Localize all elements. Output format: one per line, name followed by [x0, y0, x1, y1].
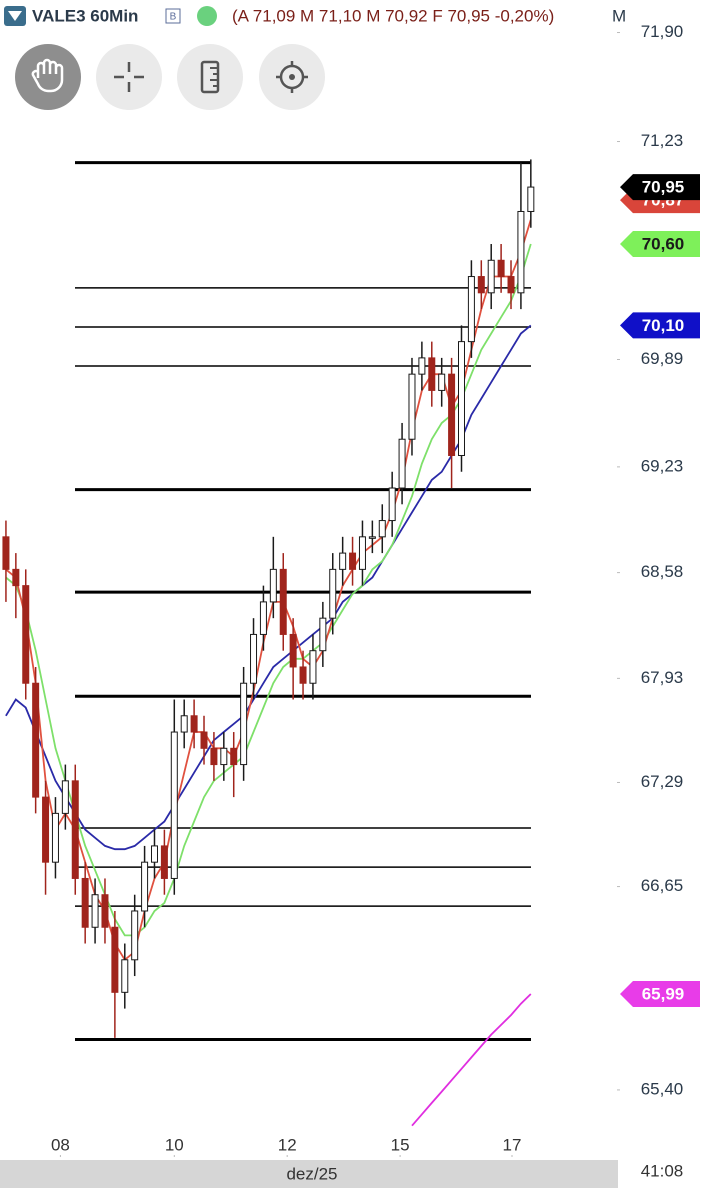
x-axis-bar: [0, 1160, 618, 1188]
candle-body: [240, 682, 248, 766]
ma-line: [5, 243, 532, 937]
logo[interactable]: [4, 6, 26, 26]
candle-body: [467, 276, 475, 343]
candle-body: [91, 894, 99, 928]
x-tick-label: 12: [278, 1135, 297, 1154]
status-dot: [197, 6, 217, 26]
price-tag-label: 70,60: [642, 234, 685, 253]
symbol[interactable]: VALE3 60Min: [32, 6, 138, 25]
candle-body: [170, 731, 178, 879]
candle-body: [210, 747, 218, 766]
candle-body: [81, 877, 89, 928]
candle-body: [299, 666, 307, 684]
quote: (A 71,09 M 71,10 M 70,92 F 70,95 -0,20%): [232, 6, 554, 25]
candle-body: [477, 276, 485, 294]
tool-ruler[interactable]: [177, 44, 243, 110]
y-tick-label: 67,29: [641, 772, 684, 791]
candle-body: [428, 357, 436, 391]
candle-body: [141, 861, 149, 912]
candle-body: [51, 812, 59, 863]
candle-body: [497, 259, 505, 278]
candle-body: [131, 910, 139, 961]
candle-body: [121, 959, 129, 993]
y-tick-label: 69,89: [641, 349, 684, 368]
candle-body: [339, 552, 347, 570]
candle-body: [220, 747, 228, 766]
price-tag: [620, 231, 700, 258]
badge[interactable]: B: [170, 12, 177, 23]
x-tick-label: 15: [391, 1135, 410, 1154]
candle-body: [190, 715, 198, 733]
candle-body: [42, 796, 50, 863]
y-tick-label: 71,90: [641, 22, 684, 41]
x-tick-label: 08: [51, 1135, 70, 1154]
candle-body: [101, 894, 109, 928]
y-tick-label: 68,58: [641, 562, 684, 581]
candle-body: [408, 373, 416, 440]
candle-body: [448, 373, 456, 456]
tool-pan[interactable]: [15, 44, 81, 110]
countdown: 41:08: [641, 1161, 684, 1180]
candle-body: [22, 585, 30, 684]
candle-body: [438, 373, 446, 391]
candle-body: [309, 650, 317, 684]
candle-body: [329, 568, 337, 619]
candle-body: [289, 633, 297, 668]
ma-line: [5, 324, 532, 851]
plot: [2, 159, 535, 1127]
candle-body: [457, 341, 465, 456]
x-axis-title: dez/25: [286, 1164, 337, 1183]
candle-body: [200, 731, 208, 749]
candle-body: [378, 520, 386, 538]
candle-body: [32, 682, 40, 798]
candle-body: [150, 845, 158, 863]
candle-body: [2, 536, 10, 570]
y-tick-label: 66,65: [641, 876, 684, 895]
x-tick-label: 10: [165, 1135, 184, 1154]
candle-body: [71, 780, 79, 879]
ma-line: [5, 219, 532, 962]
candle-body: [507, 276, 515, 294]
candle-body: [368, 536, 376, 539]
candle-body: [487, 259, 495, 294]
candle-body: [527, 186, 535, 212]
price-tag: [620, 980, 700, 1007]
candle-body: [269, 568, 277, 603]
more[interactable]: M: [612, 6, 626, 25]
candle-body: [61, 780, 69, 814]
candle-body: [160, 845, 168, 879]
candle-body: [418, 357, 426, 375]
candle-body: [398, 438, 406, 489]
candle-body: [230, 747, 238, 766]
candle-body: [12, 568, 20, 587]
candle-body: [259, 601, 267, 635]
candle-body: [349, 552, 357, 570]
x-tick-label: 17: [503, 1135, 522, 1154]
y-tick-label: 67,93: [641, 668, 684, 687]
tool-crosshair[interactable]: [96, 44, 162, 110]
candle-body: [358, 536, 366, 570]
candle-body: [111, 926, 119, 993]
y-tick-label: 71,23: [641, 131, 684, 150]
header-bg: [0, 0, 709, 32]
ma-line: [411, 993, 532, 1127]
badge-box: [165, 8, 181, 24]
price-tag-label: 70,95: [642, 178, 685, 197]
price-tag: [620, 312, 700, 339]
price-tag-label: 70,10: [642, 316, 685, 335]
candle-body: [388, 487, 396, 522]
candle-body: [279, 568, 287, 635]
candle-body: [250, 633, 258, 684]
candle-body: [180, 715, 188, 733]
price-tag: [620, 174, 700, 201]
y-tick-label: 65,40: [641, 1079, 684, 1098]
y-tick-label: 69,23: [641, 456, 684, 475]
candle-body: [517, 210, 525, 294]
tool-target[interactable]: [259, 44, 325, 110]
price-tag-label: 65,99: [642, 984, 685, 1003]
candle-body: [319, 617, 327, 652]
